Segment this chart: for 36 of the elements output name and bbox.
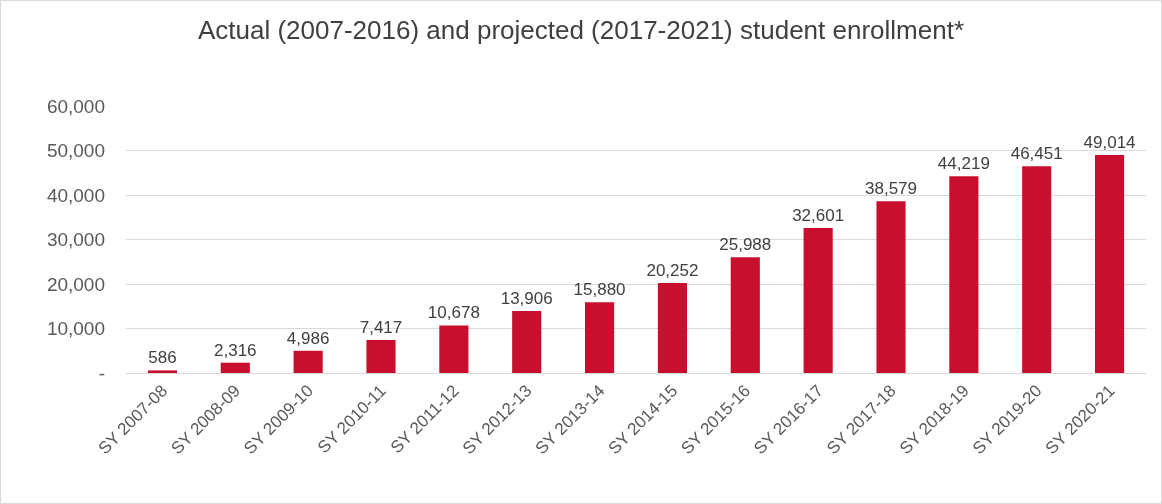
chart-title: Actual (2007-2016) and projected (2017-2021) student enrollment* [197,15,965,46]
bar [366,339,396,373]
bar [1095,154,1125,373]
data-label: 15,880 [573,280,626,300]
bar [512,311,542,373]
y-tick-label: 10,000 [46,318,105,340]
bar [439,325,469,373]
bar [293,350,323,373]
data-label: 20,252 [646,260,699,280]
y-tick-label: 40,000 [46,184,105,206]
data-label: 49,014 [1083,132,1136,152]
bar [657,282,687,373]
bar [730,257,760,373]
data-label: 44,219 [937,154,990,174]
bar [803,227,833,373]
data-label: 25,988 [719,235,772,255]
bar [147,370,177,373]
data-label: 13,906 [500,289,553,309]
bar [876,201,906,373]
data-label: 10,678 [427,303,480,323]
y-tick-label: 20,000 [46,273,105,295]
data-label: 7,417 [359,317,403,337]
bar [1022,166,1052,373]
bar [949,176,979,373]
data-label: 38,579 [865,179,917,199]
y-tick-label: - [98,362,105,384]
bar [585,302,615,373]
data-label: 2,316 [214,340,257,360]
bar [220,362,250,373]
y-tick-label: 30,000 [46,229,105,251]
data-label: 32,601 [792,205,845,225]
data-label: 46,451 [1010,144,1063,164]
y-tick-label: 50,000 [46,140,105,162]
data-label: 586 [148,348,177,368]
y-tick-label: 60,000 [46,95,105,117]
data-label: 4,986 [286,328,330,348]
